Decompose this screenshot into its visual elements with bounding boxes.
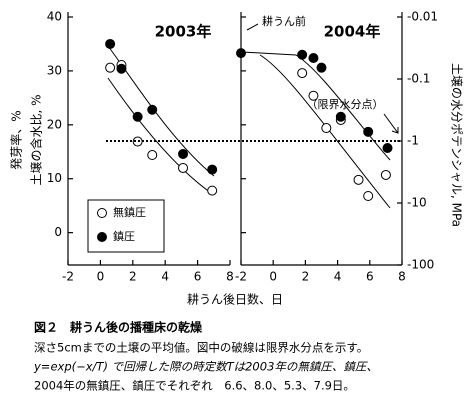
- y-tick-label: 30: [47, 63, 62, 77]
- x-tick-label: -2: [62, 270, 74, 284]
- y-tick-label: 10: [47, 171, 62, 185]
- caption-line: 2004年の無鎮圧、鎮圧でそれぞれ 6.6、8.0、5.3、7.9日。: [34, 379, 355, 393]
- y-tick-label: 40: [47, 10, 62, 24]
- x-tick-label: 8: [226, 270, 234, 284]
- point: [363, 126, 374, 137]
- y2-tick-label: -10: [407, 196, 427, 210]
- annotation: 耕うん前: [262, 14, 306, 28]
- y2-tick-label: -0.1: [407, 72, 430, 86]
- x-tick-label: 2: [302, 270, 310, 284]
- x-tick-label: 4: [161, 270, 169, 284]
- point: [178, 148, 189, 159]
- annotation-arrow: [383, 113, 399, 134]
- point: [207, 164, 218, 175]
- y2-tick-label: -1: [407, 134, 419, 148]
- x-tick-label: 4: [334, 270, 342, 284]
- y-tick-label: 20: [47, 117, 62, 131]
- point: [132, 111, 143, 122]
- point: [316, 62, 327, 73]
- point: [147, 150, 158, 161]
- x-tick-label: 6: [366, 270, 374, 284]
- point: [297, 68, 308, 79]
- x-tick-label: 0: [269, 270, 277, 284]
- point: [380, 169, 391, 180]
- annotation: （限界水分点）: [307, 98, 384, 111]
- point: [105, 38, 116, 49]
- annotation-pointer: [246, 23, 259, 31]
- chart-title: 2003年: [155, 23, 212, 41]
- caption-title: 図２ 耕うん後の播種床の乾燥: [34, 320, 203, 335]
- y2-tick-label: -100: [407, 258, 434, 272]
- point: [382, 143, 393, 154]
- point: [308, 52, 319, 63]
- fit-curve: [259, 54, 391, 209]
- point: [116, 63, 127, 74]
- y-tick-label: 0: [54, 225, 62, 239]
- fit-curve: [107, 77, 215, 196]
- x-tick-label: 8: [398, 270, 406, 284]
- point: [335, 111, 346, 122]
- x-label: 耕うん後日数、日: [187, 292, 283, 307]
- point: [308, 90, 319, 101]
- point: [297, 49, 308, 60]
- point: [363, 190, 374, 201]
- point: [236, 48, 246, 59]
- y2-tick-label: -0.01: [407, 10, 438, 24]
- point: [178, 162, 189, 173]
- chart-title: 2004年: [324, 23, 381, 41]
- point: [147, 104, 158, 115]
- x-tick-label: -2: [235, 270, 247, 284]
- y2-label: 土壌の水分ポテンシャル, MPa: [450, 63, 464, 227]
- x-tick-label: 6: [194, 270, 202, 284]
- point: [353, 174, 364, 185]
- y-label: 発芽率、%: [9, 110, 24, 169]
- legend-label: 無鎮圧: [113, 205, 146, 219]
- legend-marker: [97, 208, 107, 218]
- x-tick-label: 0: [97, 270, 105, 284]
- caption-line: 深さ5cmまでの土壌の平均値。図中の破線は限界水分点を示す。: [34, 341, 368, 355]
- point: [321, 123, 332, 134]
- y-label: 土壌の含水比, %: [29, 94, 44, 185]
- point: [105, 62, 116, 73]
- legend-label: 鎮圧: [113, 229, 135, 243]
- legend-marker: [97, 232, 107, 242]
- caption-line: y=exp(−x/T) で回帰した際の時定数Tは2003年の無鎮圧、鎮圧、: [33, 360, 378, 374]
- point: [207, 185, 218, 196]
- x-tick-label: 2: [129, 270, 137, 284]
